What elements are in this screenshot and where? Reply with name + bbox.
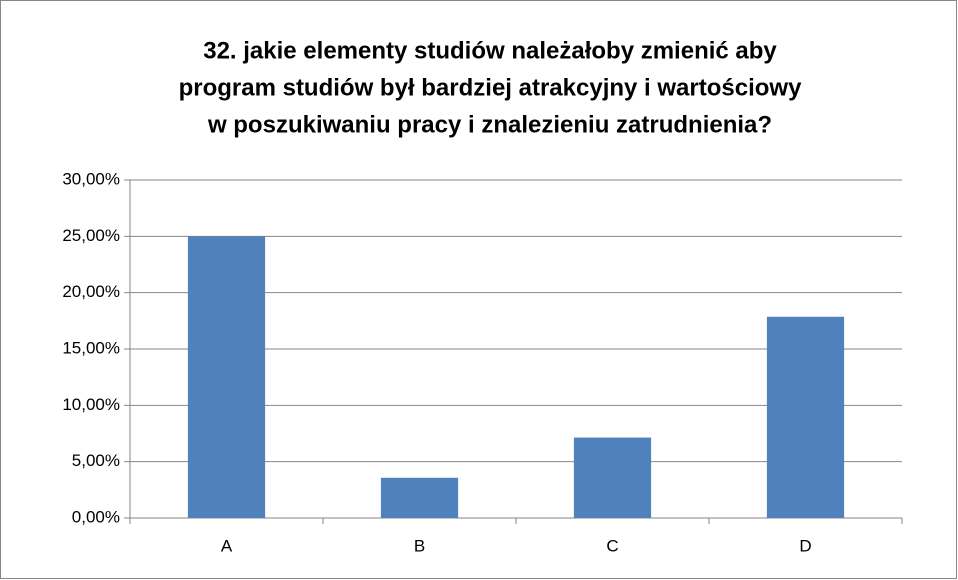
y-tick-label: 30,00% [62, 169, 120, 188]
bar [380, 477, 459, 518]
y-tick-label: 20,00% [62, 282, 120, 301]
y-tick-label: 25,00% [62, 226, 120, 245]
y-tick-label: 15,00% [62, 338, 120, 357]
x-tick-label: D [799, 536, 811, 555]
chart-title: program studiów był bardziej atrakcyjny … [179, 74, 802, 101]
bar [187, 236, 266, 519]
chart-title: w poszukiwaniu pracy i znalezieniu zatru… [207, 111, 772, 138]
bar [766, 316, 845, 518]
x-tick-label: B [414, 536, 425, 555]
y-tick-label: 0,00% [72, 507, 120, 526]
x-tick-label: C [606, 536, 618, 555]
y-tick-label: 10,00% [62, 395, 120, 414]
x-tick-label: A [221, 536, 233, 555]
y-tick-label: 5,00% [72, 451, 120, 470]
bar [573, 437, 652, 518]
chart-title: 32. jakie elementy studiów należałoby zm… [203, 37, 777, 64]
